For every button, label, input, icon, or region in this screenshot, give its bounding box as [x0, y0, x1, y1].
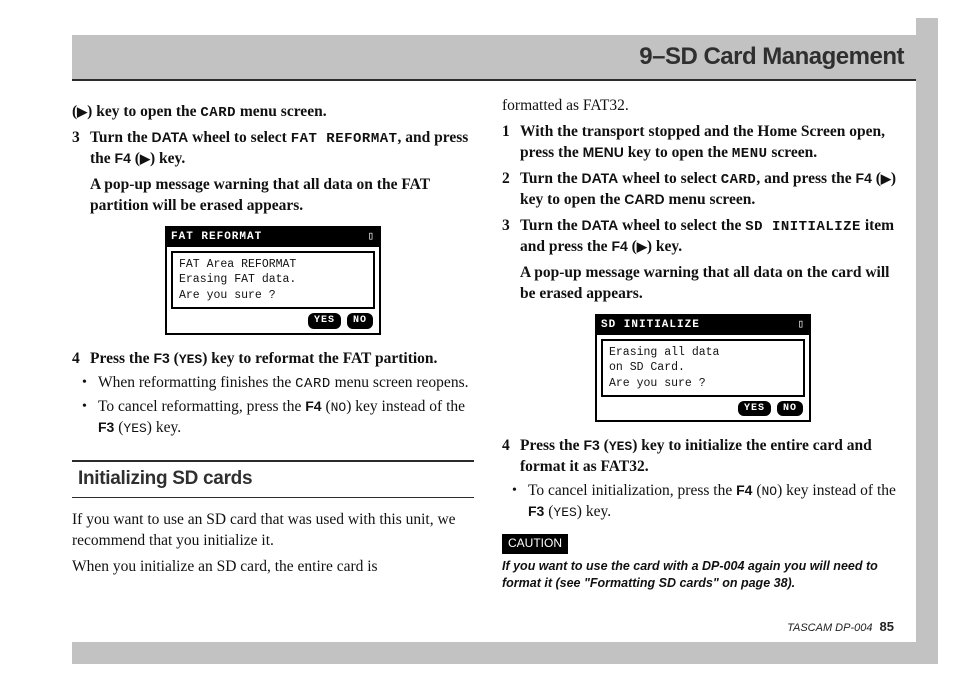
- play-icon: ▶: [140, 151, 150, 166]
- lcd-text: CARD: [721, 172, 757, 188]
- step-num: 2: [502, 169, 520, 210]
- no-button: NO: [777, 401, 803, 416]
- data-wheel: DATA: [581, 170, 618, 186]
- chapter-header: 9–SD Card Management: [72, 35, 916, 79]
- continued-line: (▶) key to open the CARD menu screen.: [72, 102, 474, 122]
- f3-key: F3: [528, 503, 544, 519]
- data-wheel: DATA: [581, 217, 618, 233]
- bullet-dot: •: [82, 397, 98, 438]
- left-column: (▶) key to open the CARD menu screen. 3 …: [72, 96, 474, 598]
- lcd-text: YES: [553, 505, 576, 520]
- chapter-title: 9–SD Card Management: [639, 43, 904, 71]
- yes-button: YES: [738, 401, 771, 416]
- bullet-dot: •: [512, 481, 528, 522]
- f3-key: F3: [153, 350, 169, 366]
- f4-key: F4: [305, 398, 321, 414]
- caution-label: CAUTION: [502, 534, 568, 554]
- bullet: • When reformatting finishes the CARD me…: [82, 373, 474, 393]
- screen-title: FAT REFORMAT: [171, 230, 262, 245]
- lcd-screenshot: SD INITIALIZE ▯ Erasing all data on SD C…: [502, 314, 904, 422]
- f4-key: F4: [115, 150, 131, 166]
- bullet: • To cancel initialization, press the F4…: [512, 481, 904, 522]
- section-header: Initializing SD cards: [72, 460, 474, 498]
- no-button: NO: [347, 313, 373, 328]
- screen-line: on SD Card.: [609, 360, 797, 376]
- lcd-text: MENU: [732, 146, 768, 162]
- step-3: 3 Turn the DATA wheel to select FAT REFO…: [72, 128, 474, 169]
- screen-line: FAT Area REFORMAT: [179, 257, 367, 273]
- page-inner: 9–SD Card Management (▶) key to open the…: [72, 18, 916, 642]
- yes-button: YES: [308, 313, 341, 328]
- lcd-text: YES: [123, 421, 146, 436]
- lcd-text: NO: [331, 400, 347, 415]
- lcd-text: FAT REFORMAT: [291, 131, 398, 147]
- page-footer: TASCAM DP-004 85: [787, 619, 894, 634]
- step-1: 1 With the transport stopped and the Hom…: [502, 122, 904, 163]
- page-number: 85: [880, 619, 894, 634]
- right-column: formatted as FAT32. 1 With the transport…: [502, 96, 904, 598]
- f4-key: F4: [736, 482, 752, 498]
- lcd-text: NO: [761, 484, 777, 499]
- step-2: 2 Turn the DATA wheel to select CARD, an…: [502, 169, 904, 210]
- bullet-dot: •: [82, 373, 98, 393]
- caution-text: If you want to use the card with a DP-00…: [502, 558, 904, 592]
- step-3: 3 Turn the DATA wheel to select the SD I…: [502, 216, 904, 257]
- battery-icon: ▯: [367, 230, 375, 245]
- warning-text: A pop-up message warning that all data o…: [520, 263, 904, 304]
- screen-line: Are you sure ?: [179, 288, 367, 304]
- step-num: 4: [502, 436, 520, 477]
- section-title: Initializing SD cards: [78, 466, 468, 491]
- screen-title: SD INITIALIZE: [601, 318, 700, 333]
- screen-line: Are you sure ?: [609, 376, 797, 392]
- f3-key: F3: [98, 419, 114, 435]
- play-icon: ▶: [77, 104, 87, 119]
- f4-key: F4: [856, 170, 872, 186]
- lcd-text: SD INITIALIZE: [745, 219, 861, 235]
- card-key: CARD: [624, 191, 664, 207]
- lcd-screenshot: FAT REFORMAT ▯ FAT Area REFORMAT Erasing…: [72, 226, 474, 334]
- body-text: When you initialize an SD card, the enti…: [72, 557, 474, 577]
- screen-line: Erasing FAT data.: [179, 272, 367, 288]
- data-wheel: DATA: [151, 129, 188, 145]
- step-num: 3: [72, 128, 90, 169]
- screen-line: Erasing all data: [609, 345, 797, 361]
- step-4: 4 Press the F3 (YES) key to reformat the…: [72, 349, 474, 369]
- play-icon: ▶: [637, 239, 647, 254]
- body-text: If you want to use an SD card that was u…: [72, 510, 474, 551]
- columns: (▶) key to open the CARD menu screen. 3 …: [72, 96, 916, 598]
- bullet: • To cancel reformatting, press the F4 (…: [82, 397, 474, 438]
- lcd-text: CARD: [295, 376, 331, 392]
- step-num: 1: [502, 122, 520, 163]
- lcd-text: CARD: [200, 105, 236, 121]
- footer-brand: TASCAM DP-004: [787, 622, 872, 634]
- warning-text: A pop-up message warning that all data o…: [90, 175, 474, 216]
- lcd-text: YES: [179, 352, 202, 367]
- step-num: 4: [72, 349, 90, 369]
- lcd-text: YES: [609, 439, 632, 454]
- menu-key: MENU: [583, 144, 624, 160]
- battery-icon: ▯: [797, 318, 805, 333]
- f4-key: F4: [611, 238, 627, 254]
- f3-key: F3: [583, 437, 599, 453]
- step-4: 4 Press the F3 (YES) key to initialize t…: [502, 436, 904, 477]
- step-num: 3: [502, 216, 520, 257]
- page-frame: 9–SD Card Management (▶) key to open the…: [72, 18, 938, 664]
- body-text: formatted as FAT32.: [502, 96, 904, 116]
- header-rule: [72, 79, 916, 81]
- play-icon: ▶: [881, 171, 891, 186]
